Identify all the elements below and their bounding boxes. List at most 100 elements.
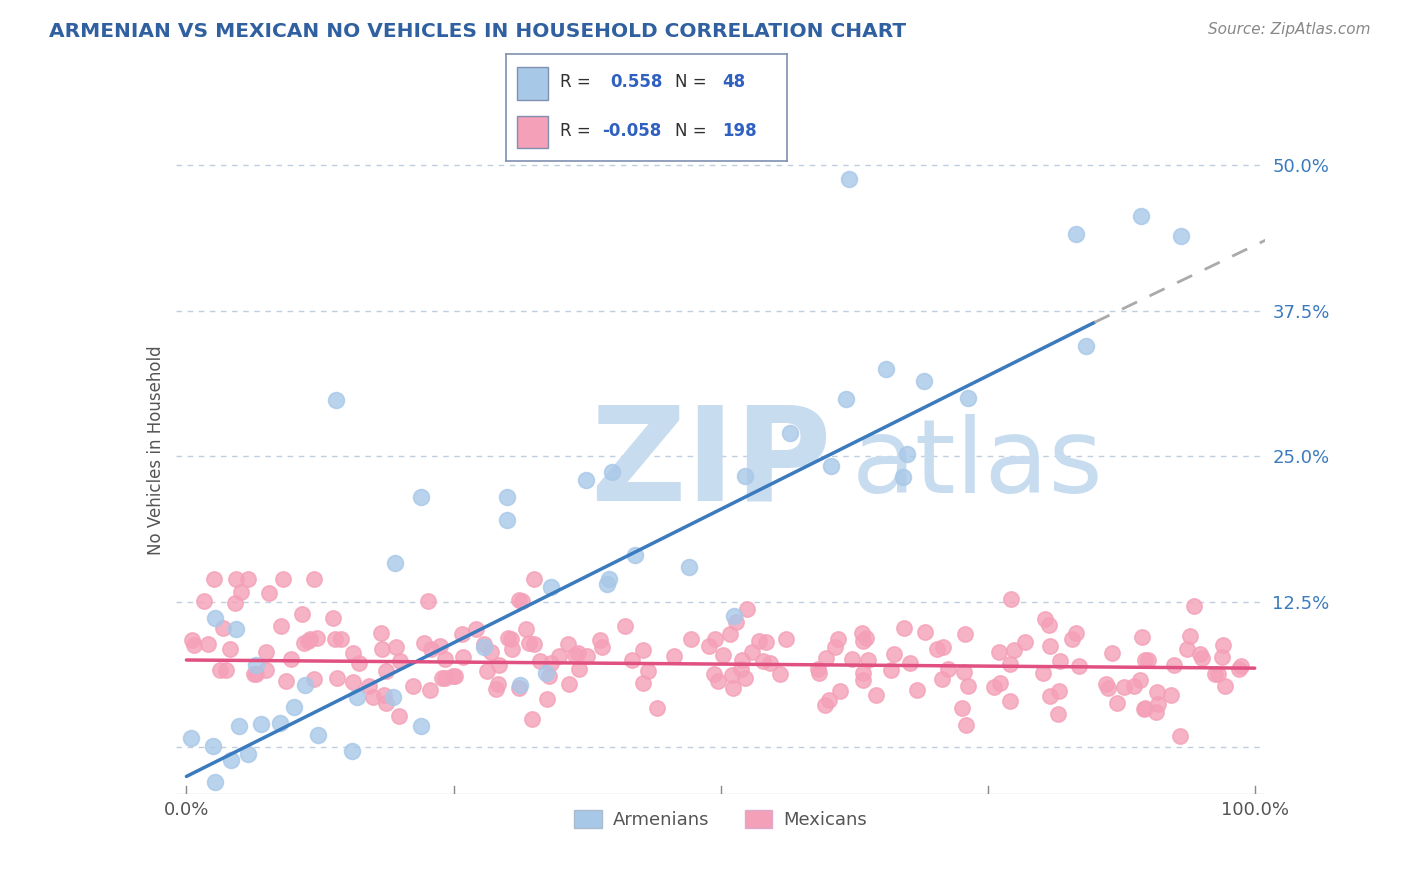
- Point: [284, 798, 307, 813]
- Point: [269, 715, 291, 730]
- Point: [1132, 702, 1154, 716]
- Point: [204, 611, 226, 625]
- Point: [434, 651, 457, 665]
- Point: [540, 656, 562, 670]
- Point: [381, 690, 404, 704]
- Point: [1170, 229, 1192, 244]
- Point: [202, 739, 225, 753]
- Point: [957, 679, 980, 693]
- Point: [905, 683, 928, 698]
- Point: [204, 775, 226, 789]
- Point: [718, 627, 741, 641]
- Point: [950, 701, 973, 715]
- Point: [523, 637, 546, 651]
- Point: [501, 641, 523, 656]
- Point: [418, 594, 440, 608]
- Point: [820, 459, 842, 474]
- Text: ARMENIAN VS MEXICAN NO VEHICLES IN HOUSEHOLD CORRELATION CHART: ARMENIAN VS MEXICAN NO VEHICLES IN HOUSE…: [49, 22, 907, 41]
- Point: [496, 490, 519, 504]
- Point: [1064, 227, 1087, 241]
- Point: [1204, 666, 1226, 681]
- Text: N =: N =: [675, 121, 706, 139]
- Text: R =: R =: [560, 73, 591, 91]
- Point: [893, 621, 915, 635]
- Point: [472, 640, 495, 654]
- FancyBboxPatch shape: [517, 116, 548, 148]
- Point: [734, 468, 756, 483]
- Point: [827, 632, 849, 646]
- Point: [1130, 630, 1153, 644]
- Point: [631, 675, 654, 690]
- Text: atlas: atlas: [852, 414, 1104, 515]
- Point: [828, 684, 851, 698]
- Point: [880, 663, 903, 677]
- Point: [238, 747, 260, 761]
- Point: [932, 640, 955, 654]
- Point: [325, 393, 347, 408]
- Point: [1039, 639, 1062, 653]
- Point: [534, 666, 557, 681]
- Point: [342, 646, 364, 660]
- Point: [472, 637, 495, 651]
- Point: [373, 688, 395, 702]
- Point: [748, 633, 770, 648]
- Point: [927, 641, 949, 656]
- Point: [1206, 667, 1229, 681]
- Point: [723, 609, 745, 624]
- Point: [575, 648, 598, 663]
- Point: [225, 622, 247, 636]
- Point: [938, 662, 960, 676]
- Point: [357, 679, 380, 693]
- Point: [536, 691, 558, 706]
- Point: [956, 391, 979, 405]
- Point: [734, 671, 756, 685]
- Point: [1046, 706, 1069, 721]
- Point: [1123, 680, 1146, 694]
- Point: [257, 586, 280, 600]
- Point: [224, 596, 246, 610]
- Point: [179, 731, 201, 745]
- Point: [1146, 684, 1168, 698]
- Point: [631, 643, 654, 657]
- Point: [299, 632, 322, 646]
- Point: [388, 709, 411, 723]
- Point: [340, 744, 363, 758]
- Point: [540, 580, 562, 594]
- Point: [1033, 612, 1056, 626]
- Point: [179, 798, 201, 813]
- Point: [814, 651, 837, 665]
- Point: [451, 650, 474, 665]
- Point: [564, 648, 586, 662]
- Point: [575, 473, 598, 487]
- Point: [254, 645, 277, 659]
- Point: [1112, 680, 1135, 694]
- Point: [291, 607, 314, 622]
- Point: [1097, 681, 1119, 696]
- Point: [896, 447, 918, 461]
- Point: [183, 638, 205, 652]
- Point: [1095, 677, 1118, 691]
- Point: [508, 681, 530, 696]
- Point: [988, 644, 1011, 658]
- Point: [931, 673, 953, 687]
- Point: [520, 713, 543, 727]
- Point: [851, 626, 873, 640]
- Point: [479, 645, 502, 659]
- Text: -0.058: -0.058: [602, 121, 661, 139]
- Point: [1032, 666, 1054, 681]
- Point: [983, 680, 1005, 694]
- Point: [1212, 638, 1234, 652]
- Point: [322, 611, 344, 625]
- Point: [835, 392, 858, 407]
- Point: [731, 653, 754, 667]
- Point: [208, 663, 231, 677]
- Point: [238, 572, 260, 586]
- Point: [998, 694, 1021, 708]
- Point: [515, 622, 537, 636]
- Point: [297, 633, 319, 648]
- Point: [838, 172, 860, 186]
- Point: [215, 663, 238, 677]
- Point: [330, 632, 353, 646]
- Point: [912, 374, 935, 388]
- Point: [730, 662, 752, 676]
